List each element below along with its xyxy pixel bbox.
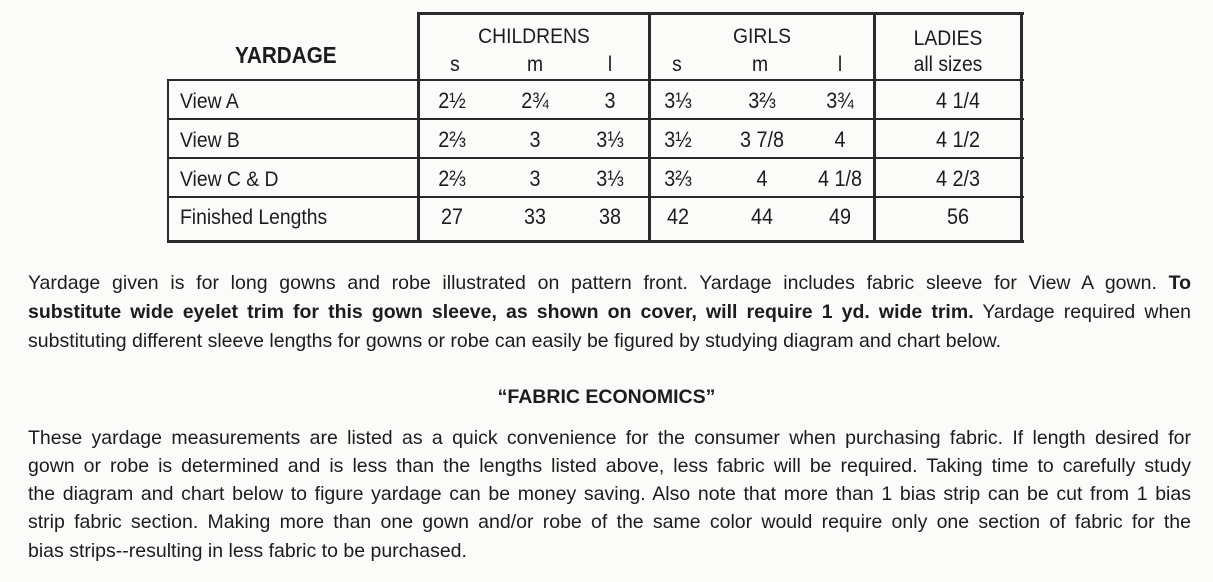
size-header: s xyxy=(450,53,460,76)
table-border xyxy=(167,79,169,243)
table-cell: 3¾ xyxy=(826,88,854,113)
bold-text: To xyxy=(1168,272,1192,294)
table-border xyxy=(168,240,1024,243)
table-cell: 4 2/3 xyxy=(935,166,981,191)
size-header: s xyxy=(672,53,682,76)
table-cell: 4 1/8 xyxy=(817,166,863,191)
section-heading: “FABRIC ECONOMICS” xyxy=(497,386,716,408)
text: Yardage given is for long gowns and robe… xyxy=(28,272,1157,294)
table-cell: 3 xyxy=(604,88,616,113)
row-label: View B xyxy=(180,129,240,152)
table-cell: 3 7/8 xyxy=(739,127,785,152)
row-label: View C & D xyxy=(180,168,279,191)
table-border xyxy=(418,12,1024,15)
text: gown or robe is determined and is less t… xyxy=(28,455,1191,477)
table-cell: 3⅔ xyxy=(664,166,692,191)
table-cell: 4 xyxy=(756,166,768,191)
size-header: l xyxy=(837,53,843,76)
table-cell: 4 1/4 xyxy=(935,88,981,113)
bold-text: substitute wide eyelet trim for this gow… xyxy=(28,301,974,323)
table-cell: 4 xyxy=(834,127,846,152)
table-cell: 3 xyxy=(529,127,541,152)
size-header: all sizes xyxy=(913,53,983,76)
text: strip fabric section. Making more than o… xyxy=(28,511,1191,533)
table-cell: 3½ xyxy=(664,127,692,152)
table-cell: 4 1/2 xyxy=(935,127,981,152)
table-border xyxy=(417,12,420,243)
table-cell: 3⅓ xyxy=(596,127,624,152)
table-border xyxy=(648,12,651,243)
table-cell: 38 xyxy=(598,204,622,229)
table-cell: 44 xyxy=(750,204,774,229)
table-cell: 2½ xyxy=(438,88,466,113)
group-header-girls: GIRLS xyxy=(733,25,791,48)
row-label: Finished Lengths xyxy=(180,206,328,229)
table-cell: 2⅔ xyxy=(438,166,466,191)
table-cell: 2⅔ xyxy=(438,127,466,152)
table-cell: 3⅓ xyxy=(596,166,624,191)
table-border xyxy=(168,157,1024,159)
table-cell: 56 xyxy=(946,204,970,229)
group-header-childrens: CHILDRENS xyxy=(478,25,590,48)
table-cell: 49 xyxy=(828,204,852,229)
group-header-ladies: LADIES xyxy=(913,27,983,50)
text: bias strips--resulting in less fabric to… xyxy=(28,540,467,562)
table-cell: 2¾ xyxy=(521,88,549,113)
table-cell: 3⅓ xyxy=(664,88,692,113)
table-cell: 42 xyxy=(666,204,690,229)
row-label: View A xyxy=(180,90,239,113)
text: Yardage required when xyxy=(982,301,1191,323)
text: These yardage measurements are listed as… xyxy=(28,427,1191,449)
table-border xyxy=(168,118,1024,120)
text: substituting different sleeve lengths fo… xyxy=(28,330,1002,352)
table-cell: 33 xyxy=(523,204,547,229)
text: the diagram and chart below to figure ya… xyxy=(28,483,1191,505)
size-header: l xyxy=(607,53,613,76)
table-border xyxy=(1020,12,1023,243)
table-border xyxy=(168,196,1024,198)
table-border xyxy=(873,12,876,243)
table-cell: 3 xyxy=(529,166,541,191)
size-header: m xyxy=(751,53,769,76)
size-header: m xyxy=(526,53,544,76)
table-border xyxy=(168,79,1024,81)
table-cell: 3⅔ xyxy=(748,88,776,113)
table-title: YARDAGE xyxy=(235,42,337,68)
table-cell: 27 xyxy=(440,204,464,229)
